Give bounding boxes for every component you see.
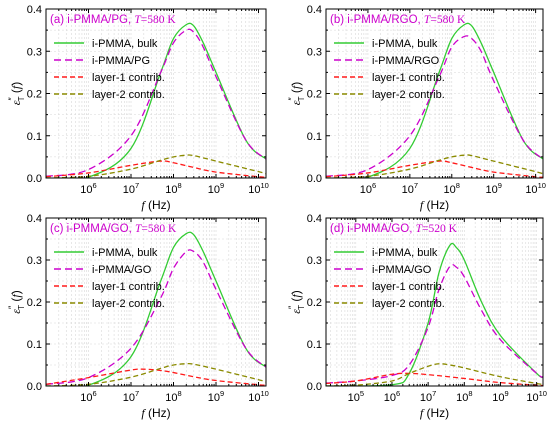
panel-title: (d) i-PMMA/GO, T=520 K [330, 223, 458, 235]
y-tick-label: 0.4 [307, 4, 322, 16]
legend: i-PMMA, bulk i-PMMA/GO layer-1 contrib. lay… [334, 247, 445, 310]
series-line-1 [46, 22, 266, 178]
y-tick-label: 0.4 [27, 213, 42, 225]
y-tick-label: 0.1 [27, 339, 42, 351]
panel-d: 0.0 0.1 0.2 0.3 0.4 105 106 107 108 109 1010 f (Hz)… [287, 213, 547, 420]
legend-label-3: layer-1 contrib. [92, 72, 165, 84]
legend-label-3: layer-1 contrib. [92, 281, 165, 293]
legend: i-PMMA, bulk i-PMMA/RGO layer-1 contrib. la… [334, 38, 445, 101]
x-tick-label: 109 [208, 181, 224, 196]
x-axis-label: f (Hz) [420, 198, 449, 212]
y-tick-label: 0.0 [27, 381, 42, 393]
legend-label-1: i-PMMA, bulk [372, 38, 438, 50]
panel-a: 0.0 0.1 0.2 0.3 0.4 106 107 108 109 1010 f (Hz) ε″T… [7, 4, 269, 212]
panel-c: 0.0 0.1 0.2 0.3 0.4 106 107 108 109 1010 f (Hz) ε″T… [7, 213, 269, 420]
legend-label-2: i-PMMA/GO [372, 264, 432, 276]
y-tick-label: 0.4 [307, 213, 322, 225]
legend-label-2: i-PMMA/PG [92, 55, 150, 67]
y-tick-label: 0.3 [307, 255, 322, 267]
y-axis-label: ε″T (f) [287, 82, 306, 106]
legend-label-4: layer-2 contrib. [372, 89, 445, 101]
y-tick-label: 0.0 [307, 381, 322, 393]
x-tick-label: 106 [384, 389, 400, 404]
x-tick-label: 106 [360, 181, 376, 196]
x-tick-label: 108 [456, 389, 472, 404]
legend-label-2: i-PMMA/RGO [372, 55, 440, 67]
x-tick-label: 108 [444, 181, 460, 196]
series-line-2 [326, 263, 543, 384]
x-tick-label: 107 [123, 389, 139, 404]
x-tick-label: 106 [80, 181, 96, 196]
y-tick-label: 0.1 [27, 131, 42, 143]
series-line-1 [46, 231, 266, 386]
legend: i-PMMA, bulk i-PMMA/GO layer-1 contrib. lay… [54, 247, 165, 310]
series-line-4 [46, 362, 266, 386]
y-tick-label: 0.3 [307, 46, 322, 58]
series-line-3 [46, 160, 266, 178]
legend-label-3: layer-1 contrib. [372, 72, 445, 84]
y-axis-label: ε″T (f) [287, 290, 306, 314]
y-tick-label: 0.4 [27, 4, 42, 16]
y-tick-label: 0.0 [27, 173, 42, 185]
series-line-4 [326, 363, 543, 386]
x-tick-label: 1010 [248, 389, 269, 404]
legend-label-4: layer-2 contrib. [92, 298, 165, 310]
series-group [326, 22, 543, 178]
panel-title: (a) i-PMMA/PG, T=580 K [50, 14, 176, 26]
x-tick-label: 109 [485, 181, 501, 196]
series-line-3 [326, 372, 543, 386]
series-line-3 [46, 368, 266, 386]
y-tick-label: 0.3 [27, 255, 42, 267]
y-tick-label: 0.3 [27, 46, 42, 58]
x-tick-label: 105 [348, 389, 364, 404]
x-axis-label: f (Hz) [141, 198, 170, 212]
y-tick-label: 0.2 [27, 297, 42, 309]
series-line-2 [46, 249, 266, 385]
x-tick-label: 109 [208, 389, 224, 404]
x-axis-label: f (Hz) [420, 406, 449, 420]
x-tick-label: 1010 [248, 181, 269, 196]
panel-title: (c) i-PMMA/GO, T=580 K [50, 223, 177, 235]
x-tick-label: 106 [80, 389, 96, 404]
legend-label-1: i-PMMA, bulk [92, 247, 158, 259]
panel-title: (b) i-PMMA/RGO, T=580 K [330, 14, 466, 26]
y-tick-label: 0.2 [27, 89, 42, 101]
x-tick-label: 108 [165, 389, 181, 404]
legend-label-3: layer-1 contrib. [372, 281, 445, 293]
grid [326, 217, 543, 386]
series-line-1 [326, 242, 543, 386]
y-tick-label: 0.2 [307, 297, 322, 309]
x-tick-label: 108 [165, 181, 181, 196]
x-tick-label: 107 [402, 181, 418, 196]
legend-label-4: layer-2 contrib. [92, 89, 165, 101]
legend: i-PMMA, bulk i-PMMA/PG layer-1 contrib. lay… [54, 38, 165, 101]
y-tick-label: 0.1 [307, 131, 322, 143]
legend-label-2: i-PMMA/GO [92, 264, 152, 276]
y-tick-label: 0.0 [307, 173, 322, 185]
series-group [46, 22, 266, 178]
y-axis-label: ε″T (f) [7, 290, 26, 314]
y-tick-label: 0.1 [307, 339, 322, 351]
x-tick-label: 1010 [526, 389, 547, 404]
legend-label-1: i-PMMA, bulk [92, 38, 158, 50]
legend-label-1: i-PMMA, bulk [372, 247, 438, 259]
y-axis-label: ε″T (f) [7, 82, 26, 106]
series-group [46, 231, 266, 386]
x-tick-label: 109 [492, 389, 508, 404]
x-tick-label: 107 [123, 181, 139, 196]
legend-label-4: layer-2 contrib. [372, 298, 445, 310]
series-group [326, 242, 543, 386]
x-tick-label: 1010 [525, 181, 546, 196]
x-tick-label: 107 [420, 389, 436, 404]
series-line-3 [326, 160, 543, 178]
y-tick-label: 0.2 [307, 89, 322, 101]
series-line-2 [46, 28, 266, 177]
series-line-4 [46, 154, 266, 178]
series-line-1 [326, 22, 543, 178]
series-line-4 [326, 154, 543, 178]
x-axis-label: f (Hz) [141, 406, 170, 420]
series-line-2 [326, 35, 543, 177]
panel-b: 0.0 0.1 0.2 0.3 0.4 106 107 108 109 1010 f (Hz) ε″T… [287, 4, 546, 212]
